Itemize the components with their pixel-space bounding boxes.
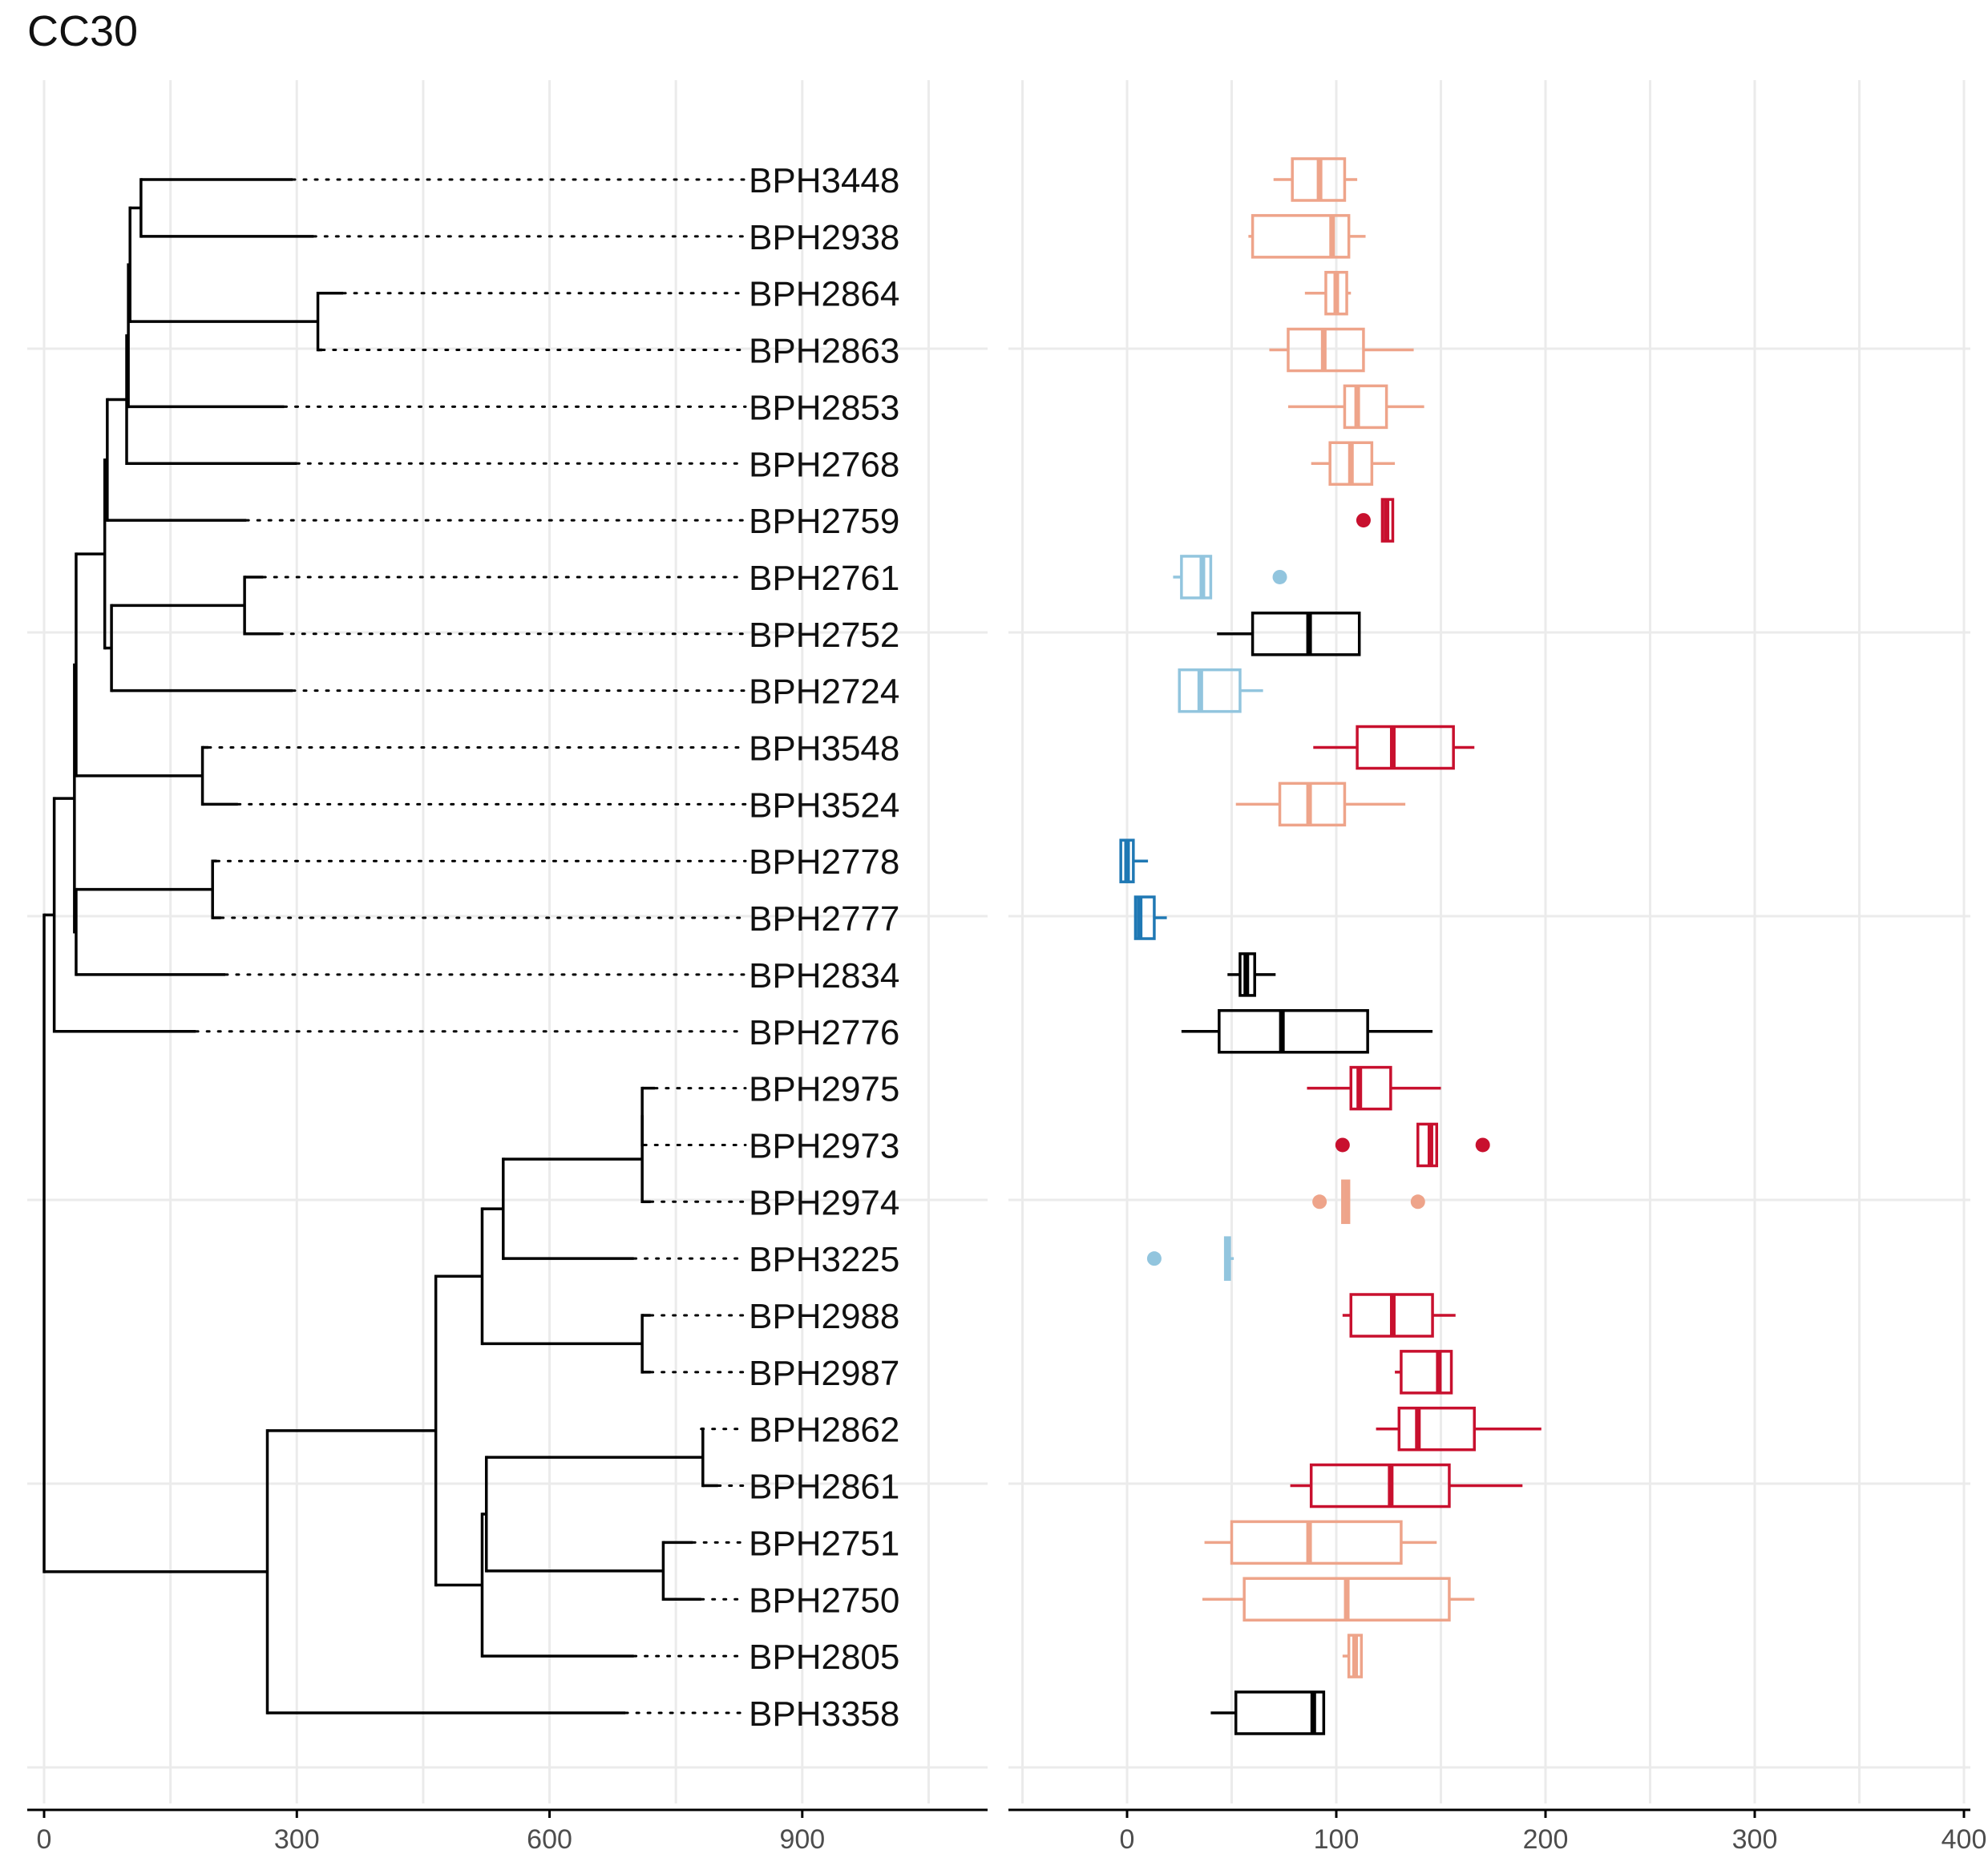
tree-leaf-label: BPH2724 — [749, 672, 899, 712]
tree-leaf-label: BPH2750 — [749, 1581, 899, 1620]
box-iqr — [1133, 895, 1156, 940]
boxplot-bph2863 — [1269, 327, 1414, 373]
boxplot-bph2724 — [1178, 668, 1263, 713]
tree-leaf-label: BPH3524 — [749, 786, 899, 825]
tree-leaf-label: BPH2834 — [749, 956, 899, 996]
boxplot-bph2751 — [1204, 1520, 1437, 1565]
boxplot-bph2988 — [1342, 1293, 1456, 1338]
boxplot-bph2759 — [1356, 498, 1395, 543]
box-iqr — [1400, 1350, 1453, 1395]
tree-x-tick-label: 300 — [274, 1824, 320, 1855]
box-iqr — [1356, 725, 1455, 770]
box-iqr — [1230, 1520, 1403, 1565]
page-title: CC30 — [27, 7, 139, 55]
box-x-tick-label: 100 — [1314, 1824, 1360, 1855]
tree-leaf-label: BPH3225 — [749, 1240, 899, 1279]
box-x-tick-label: 200 — [1523, 1824, 1569, 1855]
tree-leaf-label: BPH2987 — [749, 1354, 899, 1393]
tree-leaf-label: BPH2777 — [749, 899, 899, 939]
box-outlier — [1410, 1194, 1425, 1210]
box-x-tick-label: 0 — [1120, 1824, 1135, 1855]
box-iqr — [1251, 612, 1361, 656]
boxplot-bph2938 — [1248, 214, 1366, 259]
tree-leaf-label: BPH2778 — [749, 842, 899, 882]
box-outlier — [1356, 513, 1371, 528]
box-iqr — [1278, 782, 1347, 827]
boxplot-bph2761 — [1173, 555, 1287, 600]
dendrogram-panel: BPH3448 BPH2938 BPH2864 BPH2863 BPH2853 BPH27… — [27, 80, 988, 1855]
boxplot-bph2987 — [1395, 1350, 1453, 1395]
box-iqr — [1397, 1406, 1477, 1452]
boxplot-bph2776 — [1181, 1009, 1433, 1054]
boxplot-bph2768 — [1311, 441, 1396, 486]
box-iqr — [1251, 214, 1351, 259]
boxplot-bph2862 — [1376, 1406, 1542, 1452]
tree-x-tick-label: 0 — [37, 1824, 52, 1855]
boxplot-bph2778 — [1119, 838, 1149, 883]
boxplot-bph2805 — [1342, 1634, 1364, 1678]
boxplot-bph2975 — [1307, 1065, 1441, 1111]
tree-leaf-label: BPH2988 — [749, 1297, 899, 1336]
tree-leaf-label: BPH2975 — [749, 1070, 899, 1109]
box-x-tick-label: 300 — [1732, 1824, 1778, 1855]
boxplot-bph2973 — [1335, 1122, 1490, 1168]
tree-leaf-label: BPH2759 — [749, 502, 899, 541]
tree-leaf-label: BPH2974 — [749, 1183, 899, 1222]
tree-leaf-label: BPH2752 — [749, 616, 899, 655]
tree-leaf-label: BPH2938 — [749, 218, 899, 257]
boxplot-bph2974 — [1312, 1179, 1425, 1225]
tree-leaf-label: BPH2761 — [749, 559, 899, 598]
tree-leaf-label: BPH2864 — [749, 275, 899, 314]
box-iqr — [1178, 668, 1242, 713]
box-outlier — [1335, 1137, 1350, 1153]
box-iqr — [1343, 384, 1388, 430]
boxplot-bph2864 — [1304, 270, 1352, 316]
tree-leaf-label: BPH2751 — [749, 1524, 899, 1563]
box-outlier — [1312, 1194, 1327, 1210]
boxplot-bph3358 — [1210, 1690, 1326, 1735]
tree-leaf-label: BPH2862 — [749, 1411, 899, 1450]
box-outlier — [1272, 569, 1287, 584]
boxplot-bph2853 — [1287, 384, 1424, 430]
boxplot-bph2834 — [1227, 952, 1276, 997]
tree-leaf-label: BPH2768 — [749, 445, 899, 484]
box-outlier — [1475, 1137, 1490, 1153]
tree-leaf-label: BPH2805 — [749, 1638, 899, 1677]
boxplot-bph2750 — [1202, 1577, 1475, 1622]
tree-leaf-label: BPH2853 — [749, 388, 899, 427]
tree-leaf-label: BPH3448 — [749, 161, 899, 200]
box-iqr — [1180, 555, 1213, 600]
tree-leaf-label: BPH2776 — [749, 1013, 899, 1052]
boxplot-bph2752 — [1217, 612, 1361, 656]
box-iqr — [1218, 1009, 1369, 1054]
tree-leaf-label: BPH2863 — [749, 332, 899, 371]
box-x-tick-label: 400 — [1942, 1824, 1987, 1855]
tree-leaf-label: BPH3548 — [749, 729, 899, 769]
box-iqr — [1309, 1463, 1451, 1508]
tree-x-tick-label: 900 — [779, 1824, 825, 1855]
box-iqr — [1416, 1122, 1439, 1168]
boxplot-bph3225 — [1146, 1236, 1234, 1281]
box-iqr — [1349, 1065, 1392, 1111]
boxplot-panel: 0 100 200 300 400 — [1008, 80, 1986, 1855]
box-outlier — [1146, 1251, 1162, 1266]
box-iqr — [1234, 1690, 1326, 1735]
tree-leaf-label: BPH2973 — [749, 1126, 899, 1165]
tree-leaf-label: BPH2861 — [749, 1468, 899, 1507]
tree-leaf-label: BPH3358 — [749, 1694, 899, 1734]
boxplot-bph3448 — [1273, 157, 1358, 202]
boxplot-bph2861 — [1290, 1463, 1523, 1508]
boxplot-bph2777 — [1133, 895, 1167, 940]
boxplot-bph3524 — [1235, 782, 1406, 827]
tree-x-tick-label: 600 — [527, 1824, 572, 1855]
boxplot-bph3548 — [1313, 725, 1475, 770]
